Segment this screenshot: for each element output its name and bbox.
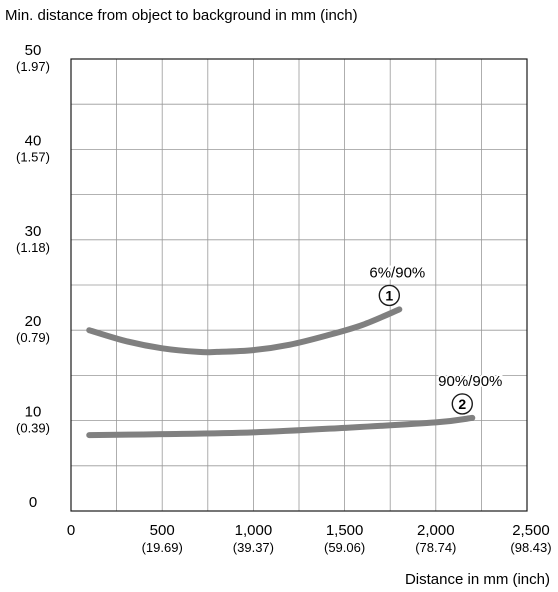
x-tick-label: 1,000 bbox=[235, 522, 273, 539]
y-tick-label: 20 bbox=[25, 313, 42, 330]
y-tick-label: 40 bbox=[25, 132, 42, 149]
series-marker-circle-1 bbox=[378, 284, 401, 307]
y-tick-sublabel: (1.57) bbox=[16, 149, 50, 164]
y-axis-title: Min. distance from object to background … bbox=[5, 7, 358, 24]
x-tick-sublabel: (19.69) bbox=[142, 540, 183, 555]
series-label-1: 6%/90% bbox=[369, 264, 425, 281]
y-tick-sublabel: (0.39) bbox=[16, 421, 50, 436]
grid bbox=[71, 59, 527, 511]
x-tick-sublabel: (39.37) bbox=[233, 540, 274, 555]
x-tick-label: 2,500 bbox=[512, 522, 550, 539]
x-axis-title: Distance in mm (inch) bbox=[405, 571, 550, 588]
series-line-1 bbox=[86, 306, 403, 356]
x-tick-sublabel: (59.06) bbox=[324, 540, 365, 555]
series-marker-1: 1 bbox=[385, 287, 393, 303]
y-tick-labels: 0 10(0.39) 20(0.79) 30(1.18) 40(1.57) 50(1.97… bbox=[16, 42, 50, 511]
y-tick-sublabel: (1.18) bbox=[16, 240, 50, 255]
x-tick-label: 1,500 bbox=[326, 522, 364, 539]
y-tick-label: 30 bbox=[25, 223, 42, 240]
y-tick-label: 0 bbox=[29, 494, 37, 511]
y-tick-sublabel: (1.97) bbox=[16, 59, 50, 74]
series-label-2: 90%/90% bbox=[438, 373, 502, 390]
curves bbox=[86, 306, 476, 439]
x-tick-sublabel: (78.74) bbox=[415, 540, 456, 555]
curve-labels: 6%/90% 1 90%/90% 2 bbox=[367, 262, 504, 415]
x-tick-sublabel: (98.43) bbox=[510, 540, 551, 555]
series-line-2 bbox=[86, 414, 476, 439]
series-marker-circle-2 bbox=[451, 393, 473, 415]
y-tick-sublabel: (0.79) bbox=[16, 330, 50, 345]
y-tick-label: 10 bbox=[25, 404, 42, 421]
x-tick-label: 2,000 bbox=[417, 522, 455, 539]
plot-frame bbox=[70, 58, 528, 512]
x-tick-label: 500 bbox=[150, 522, 175, 539]
y-tick-label: 50 bbox=[25, 42, 42, 59]
series-marker-2: 2 bbox=[458, 396, 466, 412]
x-tick-label: 0 bbox=[67, 522, 75, 539]
x-tick-labels: 0 500(19.69) 1,000(39.37) 1,500(59.06) 2,000… bbox=[67, 522, 552, 555]
